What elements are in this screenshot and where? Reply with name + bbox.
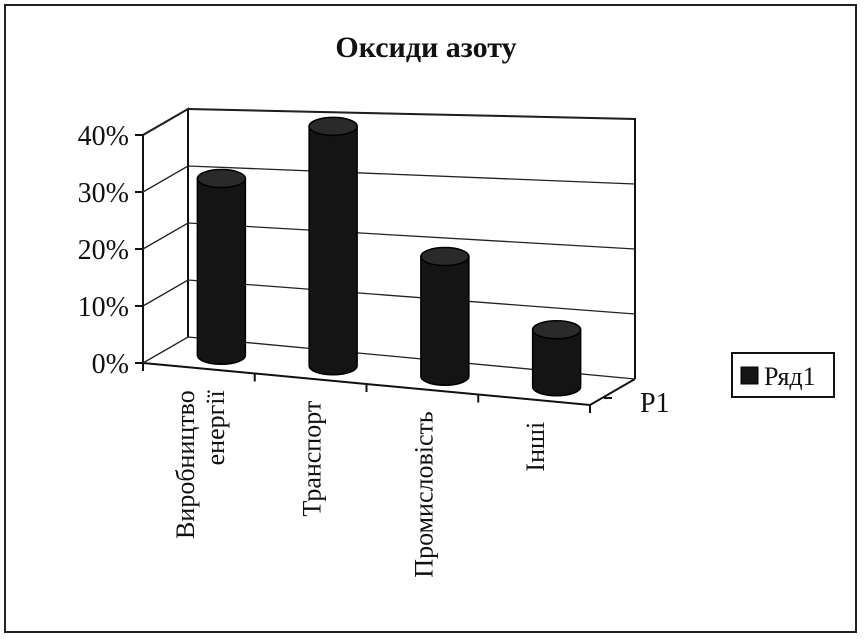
y-axis-ticks: 0% 10% 20% 30% 40% — [78, 121, 143, 380]
legend-swatch — [740, 366, 759, 385]
bars — [196, 116, 582, 397]
depth-axis-label: Р1 — [640, 388, 670, 419]
bar-body — [196, 177, 247, 365]
bar-body — [531, 329, 582, 397]
category-label: Інші — [521, 422, 550, 472]
bar-body — [420, 255, 470, 386]
y-tick-label: 10% — [78, 292, 129, 323]
bar-top — [420, 246, 470, 267]
gridline — [142, 222, 636, 250]
gridlines — [142, 108, 636, 315]
gridline — [142, 165, 636, 193]
category-label: енергії — [201, 389, 230, 465]
bar-top — [531, 320, 582, 340]
legend: Ряд1 — [731, 352, 835, 398]
legend-label: Ряд1 — [764, 362, 816, 391]
bar — [196, 168, 247, 365]
bar — [420, 246, 470, 386]
y-tick-label: 0% — [92, 349, 129, 380]
y-tick-label: 20% — [78, 235, 129, 266]
category-labels: Виробництво енергії Транспорт Промисловість… — [142, 363, 591, 578]
y-tick-label: 30% — [78, 178, 129, 209]
chart-title: Оксиди азоту — [335, 31, 516, 64]
depth-axis: Р1 — [604, 388, 670, 419]
gridline — [142, 279, 636, 315]
bar-top — [196, 168, 247, 189]
category-label: Транспорт — [298, 401, 327, 517]
category-label: Виробництво — [171, 390, 200, 539]
bar — [531, 320, 582, 397]
floor-back-edge — [142, 336, 636, 380]
bar — [308, 116, 358, 376]
y-tick-label: 40% — [78, 121, 129, 152]
bar-body — [308, 125, 358, 376]
bar-top — [308, 116, 358, 137]
category-label: Промисловість — [409, 411, 438, 578]
gridline — [142, 108, 636, 136]
